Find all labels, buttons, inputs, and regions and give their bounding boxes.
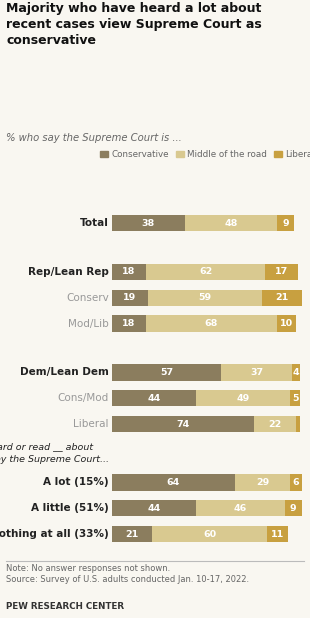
- Bar: [277, 315, 296, 332]
- Text: 21: 21: [275, 293, 288, 302]
- Text: 46: 46: [234, 504, 247, 513]
- Text: 74: 74: [176, 420, 189, 429]
- Bar: [221, 364, 292, 381]
- Text: 10: 10: [280, 319, 293, 328]
- Bar: [148, 289, 262, 306]
- Text: 29: 29: [256, 478, 269, 487]
- Text: 5: 5: [292, 394, 299, 403]
- Text: Conserv: Conserv: [66, 293, 109, 303]
- Text: A little (51%): A little (51%): [31, 503, 109, 513]
- Text: 57: 57: [160, 368, 173, 377]
- Text: 44: 44: [147, 394, 161, 403]
- Bar: [290, 474, 302, 491]
- Text: % who say the Supreme Court is ...: % who say the Supreme Court is ...: [6, 133, 182, 143]
- Bar: [112, 474, 235, 491]
- Text: 19: 19: [123, 293, 136, 302]
- Bar: [112, 264, 146, 280]
- Bar: [277, 215, 294, 231]
- Text: 21: 21: [125, 530, 138, 538]
- Text: 11: 11: [271, 530, 285, 538]
- Text: 6: 6: [293, 478, 299, 487]
- Text: 37: 37: [250, 368, 263, 377]
- Bar: [196, 390, 290, 407]
- Bar: [146, 264, 265, 280]
- Bar: [292, 364, 300, 381]
- Text: 49: 49: [237, 394, 250, 403]
- Bar: [254, 416, 296, 432]
- Bar: [235, 474, 290, 491]
- Text: Dem/Lean Dem: Dem/Lean Dem: [20, 368, 109, 378]
- Text: Note: No answer responses not shown.
Source: Survey of U.S. adults conducted Jan: Note: No answer responses not shown. Sou…: [6, 564, 249, 585]
- Text: 22: 22: [268, 420, 281, 429]
- Text: 59: 59: [198, 293, 211, 302]
- Text: 9: 9: [290, 504, 297, 513]
- Text: 48: 48: [224, 219, 237, 227]
- Text: Cons/Mod: Cons/Mod: [57, 393, 109, 404]
- Text: Total: Total: [80, 218, 109, 228]
- Bar: [112, 526, 152, 542]
- Text: Among those who have heard or read __ about
recent cases being heard by the Supr: Among those who have heard or read __ ab…: [0, 443, 109, 464]
- Text: 60: 60: [203, 530, 216, 538]
- Bar: [267, 526, 288, 542]
- Text: 17: 17: [275, 268, 288, 276]
- Text: 18: 18: [122, 268, 135, 276]
- Bar: [185, 215, 277, 231]
- Text: 4: 4: [293, 368, 299, 377]
- Bar: [290, 390, 300, 407]
- Text: Nothing at all (33%): Nothing at all (33%): [0, 529, 109, 539]
- Bar: [262, 289, 302, 306]
- Legend: Conservative, Middle of the road, Liberal: Conservative, Middle of the road, Libera…: [100, 150, 310, 159]
- Bar: [152, 526, 267, 542]
- Bar: [196, 500, 285, 517]
- Bar: [112, 289, 148, 306]
- Text: 38: 38: [141, 219, 155, 227]
- Text: 62: 62: [199, 268, 212, 276]
- Bar: [296, 416, 300, 432]
- Text: Liberal: Liberal: [73, 419, 109, 429]
- Text: A lot (15%): A lot (15%): [43, 477, 109, 488]
- Text: Majority who have heard a lot about
recent cases view Supreme Court as
conservat: Majority who have heard a lot about rece…: [6, 2, 262, 47]
- Bar: [112, 500, 196, 517]
- Bar: [112, 390, 196, 407]
- Text: PEW RESEARCH CENTER: PEW RESEARCH CENTER: [6, 601, 124, 611]
- Text: 44: 44: [147, 504, 161, 513]
- Bar: [112, 416, 254, 432]
- Bar: [285, 500, 302, 517]
- Text: 68: 68: [205, 319, 218, 328]
- Text: Rep/Lean Rep: Rep/Lean Rep: [28, 267, 109, 277]
- Bar: [146, 315, 277, 332]
- Text: Mod/Lib: Mod/Lib: [68, 318, 109, 329]
- Text: 64: 64: [166, 478, 180, 487]
- Text: 9: 9: [282, 219, 289, 227]
- Bar: [112, 315, 146, 332]
- Text: 18: 18: [122, 319, 135, 328]
- Bar: [265, 264, 298, 280]
- Bar: [112, 364, 221, 381]
- Bar: [112, 215, 185, 231]
